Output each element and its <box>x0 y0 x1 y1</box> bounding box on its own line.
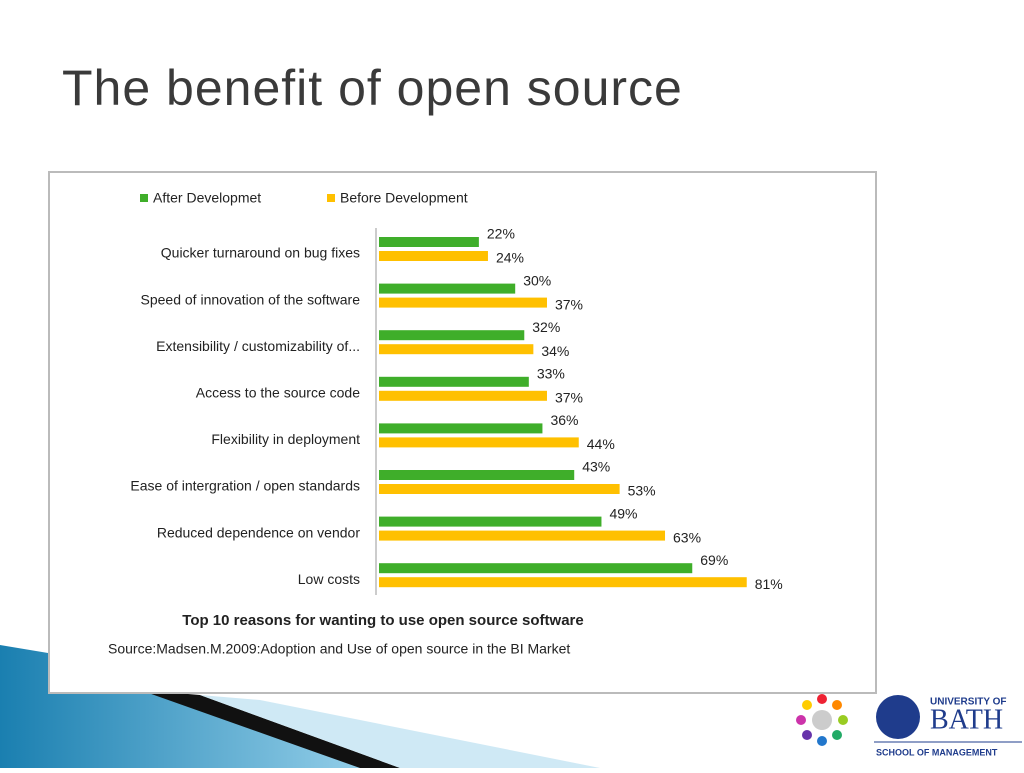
bar <box>379 470 575 480</box>
bar <box>379 251 488 261</box>
decor-stripe <box>140 690 400 768</box>
value-label: 30% <box>523 272 551 288</box>
value-label: 36% <box>550 412 578 428</box>
value-label: 44% <box>587 436 615 452</box>
logo-top: UNIVERSITY OF <box>930 697 1007 708</box>
bar <box>379 423 543 434</box>
value-label: 37% <box>555 390 583 406</box>
category-label: Low costs <box>298 571 360 587</box>
bar <box>379 437 579 448</box>
legend-swatch <box>140 194 148 202</box>
chart-caption: Top 10 reasons for wanting to use open s… <box>182 612 583 629</box>
category-label: Flexibility in deployment <box>211 431 360 447</box>
bar <box>379 516 602 527</box>
category-label: Reduced dependence on vendor <box>157 524 361 540</box>
value-label: 24% <box>496 250 524 266</box>
value-label: 32% <box>532 319 560 335</box>
value-label: 43% <box>582 459 610 475</box>
value-label: 34% <box>541 343 569 359</box>
value-label: 53% <box>628 483 656 499</box>
bar <box>379 283 516 294</box>
chart-source: Source:Madsen.M.2009:Adoption and Use of… <box>108 641 570 657</box>
value-label: 33% <box>537 366 565 382</box>
legend-swatch <box>327 194 335 202</box>
bar <box>379 376 529 387</box>
bar <box>379 530 666 541</box>
value-label: 63% <box>673 529 701 545</box>
value-label: 22% <box>487 226 515 242</box>
bar <box>379 577 747 588</box>
slide-title: The benefit of open source <box>62 60 683 116</box>
category-label: Access to the source code <box>196 385 360 401</box>
category-label: Ease of intergration / open standards <box>130 478 360 494</box>
value-label: 49% <box>609 505 637 521</box>
bar <box>379 237 479 247</box>
bar <box>379 344 534 355</box>
logo-bottom: SCHOOL OF MANAGEMENT <box>876 747 998 757</box>
logo-name: BATH <box>930 704 1003 735</box>
bar <box>379 330 525 341</box>
bar <box>379 484 620 494</box>
value-label: 81% <box>755 576 783 592</box>
value-label: 37% <box>555 296 583 312</box>
bar <box>379 563 693 574</box>
category-label: Speed of innovation of the software <box>141 291 361 307</box>
decor-swoosh-light <box>200 695 600 768</box>
bar <box>379 390 547 401</box>
legend-label: After Developmet <box>153 190 261 206</box>
legend-label: Before Development <box>340 190 468 206</box>
value-label: 69% <box>700 552 728 568</box>
category-label: Quicker turnaround on bug fixes <box>161 245 360 261</box>
bar <box>379 297 547 308</box>
logo-dots <box>796 694 848 746</box>
logo-crest <box>876 695 920 739</box>
category-label: Extensibility / customizability of... <box>156 338 360 354</box>
